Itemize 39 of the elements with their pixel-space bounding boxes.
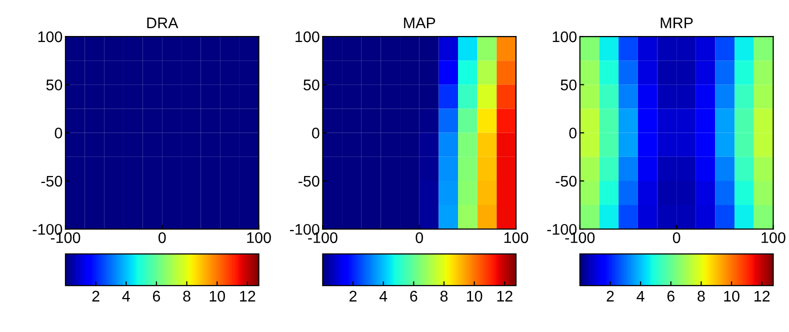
chart-title: DRA [147, 18, 178, 28]
x-tick-label: 100 [247, 232, 271, 244]
x-tick-label: 100 [504, 232, 528, 244]
color-bar-label: 6 [152, 290, 160, 302]
color-bar-label: 8 [440, 290, 448, 302]
color-bar-label: 4 [122, 290, 130, 302]
y-tick-label: 50 [560, 80, 577, 90]
chart-title: MRP [660, 18, 693, 28]
y-tick-label: -50 [298, 176, 320, 187]
color-bar-label: 12 [497, 290, 512, 302]
y-tick-label: 0 [312, 128, 320, 138]
y-tick-label: 100 [38, 31, 62, 42]
color-bar-label: 12 [240, 290, 256, 302]
color-bar-label: 8 [698, 290, 705, 302]
color-bar-label: 2 [350, 290, 357, 302]
color-bar-label: 12 [754, 290, 770, 302]
y-tick-label: 100 [552, 31, 577, 42]
color-bar-label: 2 [92, 290, 100, 302]
color-bar-label: 6 [667, 290, 674, 302]
color-bar-label: 2 [606, 290, 614, 302]
y-tick-label: 0 [54, 128, 62, 138]
color-bar-label: 10 [724, 290, 740, 302]
x-tick-label: 0 [672, 232, 680, 244]
x-tick-label: 0 [416, 232, 424, 244]
color-bar-label: 4 [636, 290, 644, 302]
y-tick-label: 100 [296, 31, 320, 42]
y-tick-label: 50 [46, 80, 62, 90]
y-tick-label: -50 [41, 176, 62, 187]
color-bar-label: 10 [466, 290, 482, 302]
chart-title: MAP [404, 18, 436, 28]
color-bar-label: 10 [210, 290, 225, 302]
y-tick-label: -50 [556, 176, 577, 187]
color-bar-label: 8 [183, 290, 190, 302]
color-bar-label: 6 [410, 290, 418, 302]
x-tick-label: 100 [762, 232, 786, 244]
y-tick-label: 0 [569, 128, 577, 138]
y-tick-label: 50 [304, 80, 320, 90]
x-tick-label: 0 [158, 232, 166, 244]
color-bar-label: 4 [379, 290, 388, 302]
